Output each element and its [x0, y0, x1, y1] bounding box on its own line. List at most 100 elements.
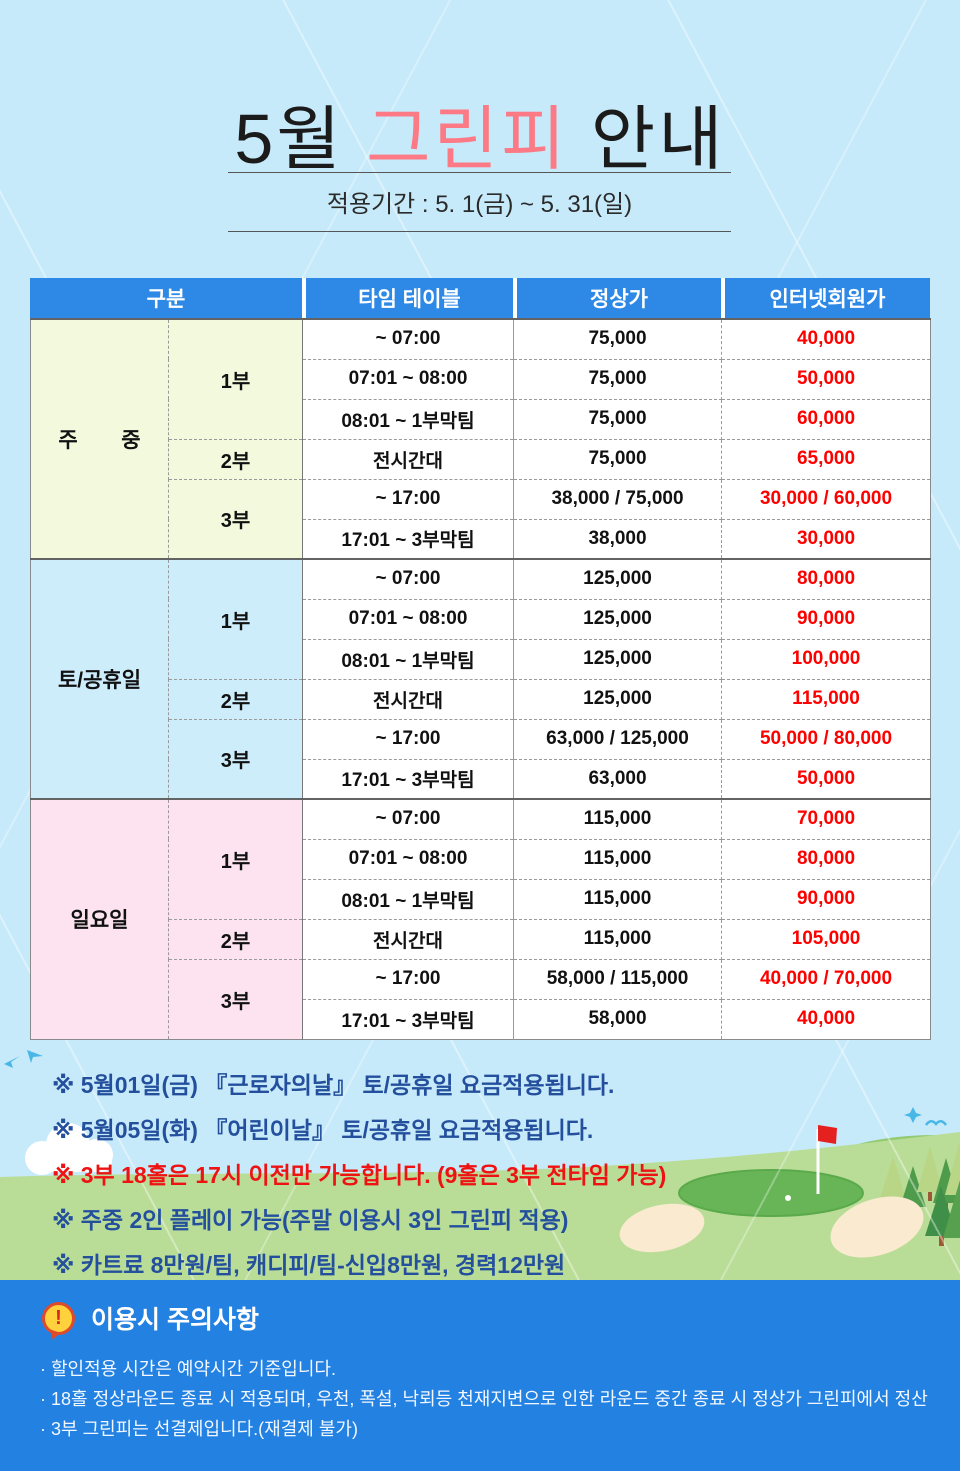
part-cell: 1부: [168, 558, 303, 680]
title-month: 5월: [234, 99, 367, 178]
note-line-emphasis: ※ 3부 18홀은 17시 이전만 가능합니다. (9홀은 3부 전타임 가능): [52, 1162, 667, 1188]
time-cell: ~ 07:00: [302, 318, 514, 360]
tree-icon: [945, 1143, 960, 1195]
member-price-cell: 70,000: [721, 798, 931, 840]
sparkle-icon: [27, 1050, 43, 1063]
time-cell: 17:01 ~ 3부막팀: [302, 518, 514, 560]
price-cell: 125,000: [513, 678, 722, 720]
header-regular-price: 정상가: [513, 278, 721, 318]
note-line: ※ 주중 2인 플레이 가능(주말 이용시 3인 그린피 적용): [52, 1207, 569, 1233]
member-price-cell: 80,000: [721, 838, 931, 880]
tree-icon: [879, 1156, 907, 1202]
table-row: 07:01 ~ 08:00 125,000 90,000: [31, 598, 931, 640]
note-line: ※ 5월05일(화) 『어린이날』 토/공휴일 요금적용됩니다.: [52, 1117, 594, 1143]
table-row: 08:01 ~ 1부막팀 125,000 100,000: [31, 638, 931, 680]
time-cell: 전시간대: [302, 678, 514, 720]
price-cell: 38,000: [513, 518, 722, 560]
bunker-right: [830, 1196, 924, 1258]
caution-items: · 할인적용 시간은 예약시간 기준입니다. · 18홀 정상라운드 종료 시 …: [40, 1354, 930, 1444]
table-row: 17:01 ~ 3부막팀 58,000 40,000: [31, 998, 931, 1040]
time-cell: 17:01 ~ 3부막팀: [302, 758, 514, 800]
bunker-left: [619, 1203, 705, 1253]
title-suffix: 안내: [568, 99, 726, 178]
warning-icon: !: [42, 1301, 75, 1335]
note-line: ※ 5월01일(금) 『근로자의날』 토/공휴일 요금적용됩니다.: [52, 1072, 615, 1098]
table-row: 08:01 ~ 1부막팀 115,000 90,000: [31, 878, 931, 920]
time-cell: 17:01 ~ 3부막팀: [302, 998, 514, 1040]
price-cell: 115,000: [513, 798, 722, 840]
grass-field: [0, 1132, 960, 1280]
price-cell: 75,000: [513, 318, 722, 360]
note-line: ※ 카트료 8만원/팀, 캐디피/팀-신입8만원, 경력12만원: [52, 1252, 566, 1278]
price-cell: 63,000: [513, 758, 722, 800]
cloud: [25, 1123, 113, 1175]
table-row: 토/공휴일 1부 ~ 07:00 125,000 80,000: [30, 558, 931, 800]
time-cell: 08:01 ~ 1부막팀: [302, 878, 514, 920]
table-row: 3부 ~ 17:00 38,000 / 75,000 30,000 / 60,0…: [31, 478, 931, 560]
member-price-cell: 50,000 / 80,000: [721, 718, 931, 760]
flag-icon: [818, 1125, 837, 1144]
price-cell: 125,000: [513, 598, 722, 640]
title-highlight: 그린피: [366, 99, 569, 178]
caution-item: · 3부 그린피는 선결제입니다.(재결제 불가): [40, 1419, 358, 1439]
divider-line: [228, 172, 731, 173]
member-price-cell: 40,000: [721, 318, 931, 360]
price-cell: 125,000: [513, 558, 722, 600]
time-cell: ~ 17:00: [302, 718, 514, 760]
price-cell: 125,000: [513, 638, 722, 680]
member-price-cell: 40,000 / 70,000: [721, 958, 931, 1000]
time-cell: 08:01 ~ 1부막팀: [302, 398, 514, 440]
time-cell: ~ 17:00: [302, 478, 514, 520]
time-cell: ~ 07:00: [302, 558, 514, 600]
member-price-cell: 100,000: [721, 638, 931, 680]
price-cell: 58,000: [513, 998, 722, 1040]
member-price-cell: 90,000: [721, 878, 931, 920]
caution-title-row: ! 이용시 주의사항: [42, 1300, 259, 1336]
time-cell: 07:01 ~ 08:00: [302, 598, 514, 640]
part-cell: 3부: [168, 958, 303, 1040]
part-cell: 2부: [168, 438, 303, 480]
price-cell: 115,000: [513, 838, 722, 880]
greenfee-table: 주 중 1부 ~ 07:00 75,000 40,000 07:01 ~ 08:…: [30, 318, 931, 1040]
price-cell: 38,000 / 75,000: [513, 478, 722, 520]
part-cell: 1부: [168, 318, 303, 440]
member-price-cell: 30,000 / 60,000: [721, 478, 931, 520]
day-cell-sunday: 일요일: [30, 798, 169, 1040]
price-cell: 58,000 / 115,000: [513, 958, 722, 1000]
table-row: 17:01 ~ 3부막팀 38,000 30,000: [31, 518, 931, 560]
table-row: 3부 ~ 17:00 63,000 / 125,000 50,000 / 80,…: [31, 718, 931, 800]
price-cell: 75,000: [513, 398, 722, 440]
page-title: 5월 그린피 안내: [0, 83, 960, 184]
table-row: 08:01 ~ 1부막팀 75,000 60,000: [31, 398, 931, 440]
member-price-cell: 50,000: [721, 758, 931, 800]
price-cell: 75,000: [513, 438, 722, 480]
time-cell: 07:01 ~ 08:00: [302, 358, 514, 400]
golf-ball: [785, 1195, 791, 1201]
member-price-cell: 60,000: [721, 398, 931, 440]
notes-section: ※ 5월01일(금) 『근로자의날』 토/공휴일 요금적용됩니다. ※ 5월05…: [52, 1063, 812, 1288]
table-row: 일요일 1부 ~ 07:00 115,000 70,000: [30, 798, 931, 1040]
member-price-cell: 50,000: [721, 358, 931, 400]
part-cell: 3부: [168, 718, 303, 800]
time-cell: 07:01 ~ 08:00: [302, 838, 514, 880]
caution-item: · 할인적용 시간은 예약시간 기준입니다.: [40, 1359, 336, 1379]
caution-item: · 18홀 정상라운드 종료 시 적용되며, 우천, 폭설, 낙뢰등 천재지변으…: [40, 1389, 928, 1409]
bird-icon: [924, 1120, 948, 1126]
time-cell: ~ 07:00: [302, 798, 514, 840]
header-member-price: 인터넷회원가: [721, 278, 930, 318]
table-row: 07:01 ~ 08:00 115,000 80,000: [31, 838, 931, 880]
member-price-cell: 65,000: [721, 438, 931, 480]
day-cell-saturday-holiday: 토/공휴일: [30, 558, 169, 800]
table-header: 구분 타임 테이블 정상가 인터넷회원가: [30, 278, 930, 318]
time-cell: 전시간대: [302, 918, 514, 960]
sparkle-icon: [904, 1107, 922, 1123]
time-cell: ~ 17:00: [302, 958, 514, 1000]
caution-footer: ! 이용시 주의사항 · 할인적용 시간은 예약시간 기준입니다. · 18홀 …: [0, 1280, 960, 1471]
member-price-cell: 105,000: [721, 918, 931, 960]
part-cell: 2부: [168, 678, 303, 720]
tree-icon: [917, 1146, 943, 1192]
time-cell: 08:01 ~ 1부막팀: [302, 638, 514, 680]
tree-cluster: [879, 1143, 960, 1246]
price-cell: 75,000: [513, 358, 722, 400]
